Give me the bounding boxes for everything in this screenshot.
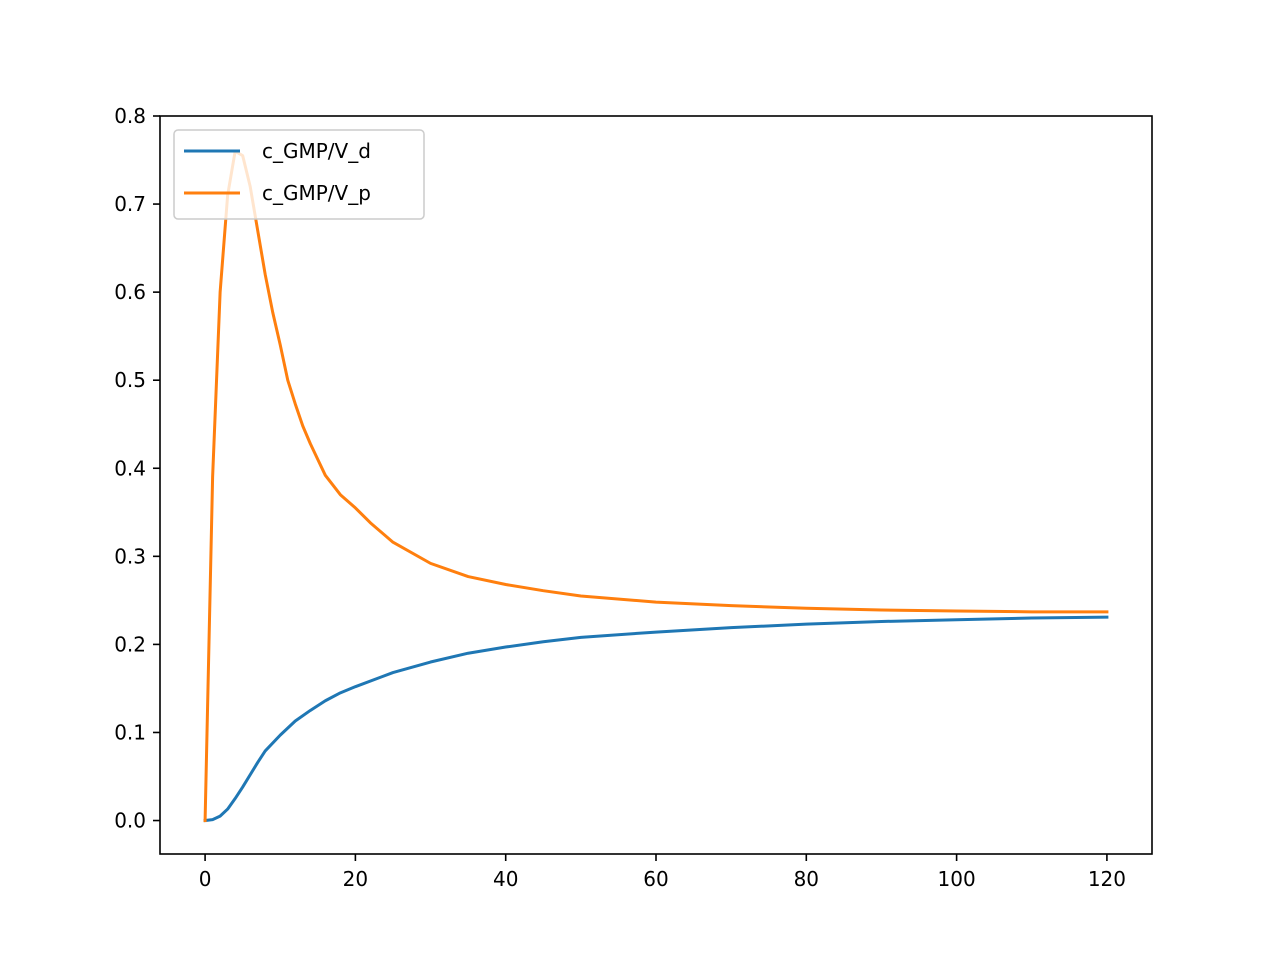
y-tick-label: 0.2 [114, 632, 146, 656]
x-tick-label: 0 [199, 867, 212, 891]
y-tick-label: 0.7 [114, 192, 146, 216]
x-tick-label: 60 [643, 867, 668, 891]
x-tick-label: 40 [493, 867, 518, 891]
legend-label-series-0: c_GMP/V_d [262, 139, 371, 163]
legend: c_GMP/V_d c_GMP/V_p [173, 129, 425, 220]
y-tick-label: 0.8 [114, 104, 146, 128]
x-tick-label: 20 [343, 867, 368, 891]
x-axis: 0 20 40 60 80 100 120 [199, 854, 1126, 891]
y-axis: 0.0 0.1 0.2 0.3 0.4 0.5 0.6 0.7 0.8 [114, 104, 160, 833]
x-tick-label: 120 [1088, 867, 1126, 891]
series-line-0 [203, 615, 1109, 823]
y-tick-label: 0.1 [114, 720, 146, 744]
x-tick-label: 80 [794, 867, 819, 891]
y-tick-label: 0.3 [114, 544, 146, 568]
x-tick-label: 100 [938, 867, 976, 891]
legend-label-series-1: c_GMP/V_p [262, 181, 371, 205]
y-tick-label: 0.6 [114, 280, 146, 304]
y-tick-label: 0.5 [114, 368, 146, 392]
y-tick-label: 0.0 [114, 809, 146, 833]
y-tick-label: 0.4 [114, 456, 146, 480]
